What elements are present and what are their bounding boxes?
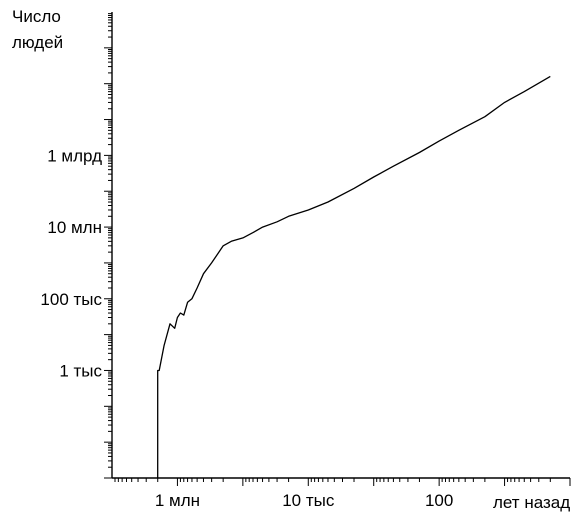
y-tick-label: 1 млрд [47, 146, 102, 165]
axis-labels: Число людей лет назад [12, 7, 570, 512]
x-tick-label: 1 млн [155, 491, 200, 510]
y-axis-title-line1: Число [12, 7, 61, 26]
x-tick-label: 100 [425, 491, 453, 510]
y-tick-label: 1 тыс [59, 361, 102, 380]
y-tick-label: 100 тыс [40, 290, 102, 309]
series-line-population [157, 75, 551, 478]
axes: 1 тыс 100 тыс 10 млн 1 млрд 1 млн 10 тыс 100 [40, 12, 571, 510]
x-axis-title: лет назад [493, 493, 570, 512]
y-axis-title-line2: людей [12, 33, 63, 52]
y-tick-label: 10 млн [47, 218, 102, 237]
x-tick-label: 10 тыс [282, 491, 335, 510]
